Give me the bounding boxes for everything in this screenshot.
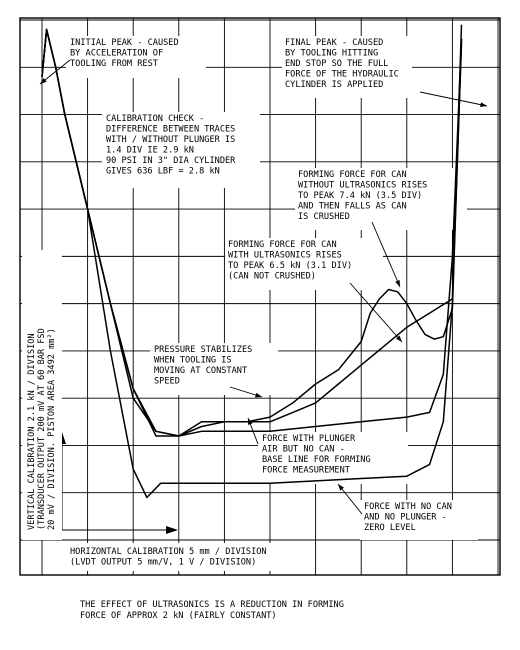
annotation-3-line-6: GIVES 636 LBF = 2.8 kN [106, 167, 220, 177]
x-axis-label-line-2: (LVDT OUTPUT 5 mm/V, 1 V / DIVISION) [70, 558, 256, 568]
annotation-8-line-1: FORCE WITH NO CAN [364, 502, 452, 512]
annotation-8-line-3: ZERO LEVEL [364, 523, 416, 533]
annotation-6-line-4: SPEED [154, 377, 180, 387]
footnote-line-1: THE EFFECT OF ULTRASONICS IS A REDUCTION… [80, 600, 344, 610]
annotation-5-line-4: (CAN NOT CRUSHED) [228, 272, 316, 282]
annotation-bg-with-ultrasonics [225, 238, 383, 290]
leader-pressure-stabilizes-head [255, 392, 262, 398]
leader-without-ultrasonics-head [395, 280, 400, 287]
footnote: THE EFFECT OF ULTRASONICS IS A REDUCTION… [80, 600, 500, 622]
annotation-2-line-5: CYLINDER IS APPLIED [285, 80, 383, 90]
annotation-2-line-4: FORCE OF THE HYDRAULIC [285, 70, 399, 80]
annotation-1-line-1: INITIAL PEAK - CAUSED [70, 38, 179, 48]
series-line-4 [41, 24, 463, 499]
annotation-4-line-4: AND THEN FALLS AS CAN [298, 202, 407, 212]
annotation-3-line-4: 1.4 DIV IE 2.9 kN [106, 146, 194, 156]
annotation-7-line-3: BASE LINE FOR FORMING [262, 455, 371, 465]
annotation-4-line-1: FORMING FORCE FOR CAN [298, 170, 407, 180]
leader-final-peak-head [480, 102, 487, 108]
annotation-7-line-2: AIR BUT NO CAN - [262, 445, 345, 455]
annotation-1-line-2: BY ACCELERATION OF [70, 49, 163, 59]
leader-with-ultrasonics [349, 282, 403, 343]
annotation-bg-without-ultrasonics [295, 168, 467, 230]
leader-initial-peak-head [40, 78, 47, 84]
annotation-3-line-3: WITH / WITHOUT PLUNGER IS [106, 135, 235, 145]
annotation-bg-plunger-air [258, 432, 408, 484]
axis-label-bg-x [66, 543, 311, 571]
annotation-bg-final-peak [282, 36, 412, 98]
annotation-7-line-1: FORCE WITH PLUNGER [262, 434, 356, 444]
annotation-2-line-2: BY TOOLING HITTING [285, 49, 378, 59]
footnote-line-2: FORCE OF APPROX 2 kN (FAIRLY CONSTANT) [80, 611, 277, 621]
annotation-2-line-1: FINAL PEAK - CAUSED [285, 38, 383, 48]
y-axis-label-line-2: (TRANSDUCER OUTPUT 200 mV AT 60 BAR FSD [37, 328, 47, 530]
annotation-bg-zero-level [360, 500, 478, 540]
x-axis-label-line-1: HORIZONTAL CALIBRATION 5 mm / DIVISION [70, 547, 267, 557]
leader-zero-level-head [338, 484, 344, 491]
leader-plunger-air-head [248, 418, 253, 425]
annotation-6-line-3: MOVING AT CONSTANT [154, 366, 247, 376]
chart-border [19, 17, 501, 576]
annotation-3-line-5: 90 PSI IN 3" DIA CYLINDER [106, 156, 236, 166]
annotation-3-line-1: CALIBRATION CHECK - [106, 114, 204, 124]
annotation-bg-calibration-check [102, 112, 260, 188]
axis-label-bg-y [22, 250, 62, 540]
annotation-5-line-1: FORMING FORCE FOR CAN [228, 240, 337, 250]
grid [20, 18, 500, 575]
y-axis-label-line-3: 20 mV / DIVISION. PISTON AREA 3492 mm²) [47, 328, 57, 530]
leader-final-peak [419, 91, 488, 107]
leader-with-ultrasonics-head [395, 335, 402, 342]
annotation-1-line-3: TOOLING FROM REST [70, 59, 158, 69]
annotation-6-line-2: WHEN TOOLING IS [154, 356, 232, 366]
annotation-bg-pressure-stabilizes [150, 343, 278, 395]
annotation-5-line-2: WITH ULTRASONICS RISES [228, 251, 342, 261]
annotation-bg-initial-peak [66, 36, 206, 78]
annotation-5-line-3: TO PEAK 6.5 kN (3.1 DIV) [228, 261, 352, 271]
annotation-4-line-3: TO PEAK 7.4 kN (3.5 DIV) [298, 191, 422, 201]
annotation-2-line-3: END STOP SO THE FULL [285, 59, 388, 69]
y-axis-label-line-1: VERTICAL CALIBRATION 2.1 kN / DIVISION [27, 333, 37, 530]
annotation-7-line-4: FORCE MEASUREMENT [262, 466, 350, 476]
annotation-8-line-2: AND NO PLUNGER - [364, 513, 447, 523]
annotation-4-line-5: IS CRUSHED [298, 212, 350, 222]
x-arrow-head [166, 526, 178, 534]
annotation-6-line-1: PRESSURE STABILIZES [154, 345, 252, 355]
leader-without-ultrasonics [371, 221, 401, 288]
annotation-4-line-2: WITHOUT ULTRASONICS RISES [298, 181, 427, 191]
annotation-3-line-2: DIFFERENCE BETWEEN TRACES [106, 125, 235, 135]
